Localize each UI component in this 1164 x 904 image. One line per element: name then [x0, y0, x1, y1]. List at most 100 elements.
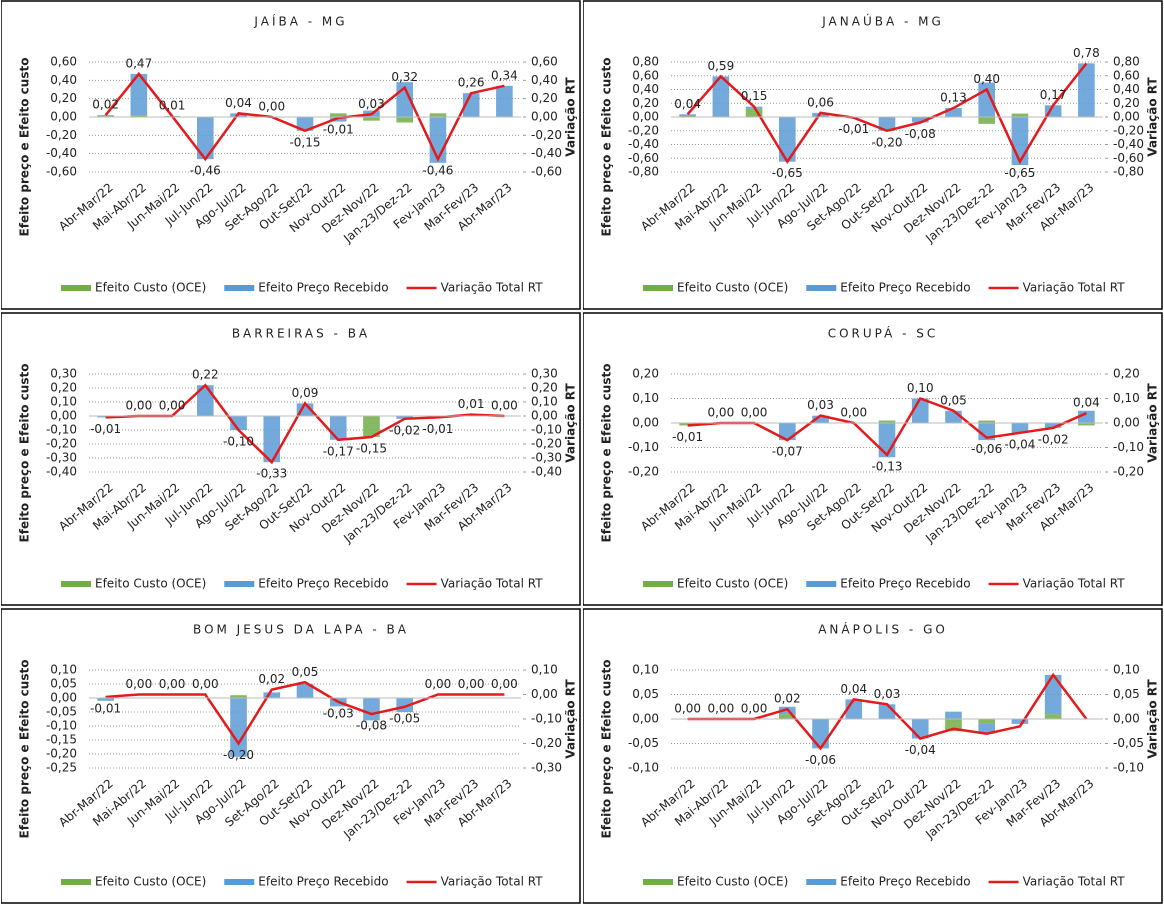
y-tick-label: -0,40	[628, 137, 659, 151]
y2-tick-label: -0,20	[531, 437, 562, 451]
y2-tick-label: 0,10	[531, 663, 558, 677]
chart-title: JANAÚBA - MG	[821, 14, 944, 29]
y2-tick-label: 0,80	[1113, 55, 1140, 69]
bar	[263, 416, 281, 463]
bar	[779, 714, 796, 719]
y2-tick-label: 0,00	[531, 409, 558, 423]
data-label: 0,02	[258, 672, 285, 686]
y2-tick-label: 0,40	[1113, 82, 1140, 96]
bar	[712, 76, 730, 117]
data-label: -0,06	[805, 753, 836, 767]
bar	[878, 420, 896, 423]
data-label: 0,00	[425, 677, 452, 691]
y2-tick-label: -0,10	[1113, 440, 1144, 454]
bar	[329, 113, 347, 117]
y2-tick-label: -0,30	[531, 761, 562, 775]
data-label: -0,15	[356, 442, 387, 456]
legend-swatch	[61, 581, 91, 587]
y-tick-label: 0,00	[50, 691, 77, 705]
legend-swatch	[806, 285, 837, 291]
data-label: -0,13	[871, 459, 902, 473]
y2-tick-label: 0,00	[1113, 110, 1140, 124]
data-label: 0,26	[458, 76, 485, 90]
legend-swatch	[643, 285, 673, 291]
legend-label: Variação Total RT	[1023, 875, 1126, 889]
bar	[363, 416, 380, 437]
y2-tick-label: 0,10	[531, 395, 558, 409]
data-label: 0,04	[840, 682, 867, 696]
data-label: 0,06	[807, 95, 834, 109]
chart-title: ANÁPOLIS - GO	[818, 622, 948, 637]
data-label: -0,05	[389, 711, 420, 725]
bar	[97, 698, 114, 701]
y-axis-label: Efeito preço e Efeito custo	[18, 58, 32, 237]
y2-tick-label: -0,20	[531, 736, 562, 750]
legend-label: Efeito Custo (OCE)	[677, 281, 788, 295]
legend-swatch	[224, 285, 255, 291]
bar	[130, 73, 148, 116]
bar	[1044, 423, 1062, 428]
y-tick-label: 0,10	[632, 663, 659, 677]
legend-label: Variação Total RT	[441, 577, 544, 591]
data-label: -0,01	[90, 701, 121, 715]
data-label: 0,05	[940, 393, 967, 407]
bar	[679, 114, 696, 115]
data-label: -0,08	[905, 127, 936, 141]
line	[105, 680, 505, 746]
panel-border	[583, 608, 1163, 904]
bar	[745, 108, 763, 117]
data-label: 0,02	[92, 98, 119, 112]
data-label: 0,00	[159, 399, 186, 413]
data-label: 0,00	[192, 677, 219, 691]
legend-label: Efeito Preço Recebido	[840, 577, 970, 591]
data-label: 0,17	[1040, 88, 1067, 102]
y-tick-label: 0,20	[50, 381, 77, 395]
y-tick-label: 0,20	[632, 96, 659, 110]
legend-label: Efeito Custo (OCE)	[95, 875, 206, 889]
y2-tick-label: -0,20	[1113, 465, 1144, 479]
data-label: -0,01	[672, 430, 703, 444]
chart-panel: JAÍBA - MG Efeito preço e Efeito custo Var…	[1, 0, 581, 310]
y-tick-label: -0,20	[46, 747, 77, 761]
bar	[230, 416, 247, 430]
legend-label: Efeito Custo (OCE)	[677, 577, 788, 591]
data-label: 0,00	[258, 100, 285, 114]
legend-label: Efeito Custo (OCE)	[95, 577, 206, 591]
data-label: 0,09	[292, 386, 319, 400]
y-tick-label: -0,10	[628, 440, 659, 454]
y-tick-label: 0,30	[50, 367, 77, 381]
y2-tick-label: -0,60	[1113, 151, 1144, 165]
data-label: 0,00	[491, 399, 518, 413]
y-axis-label: Efeito preço e Efeito custo	[600, 364, 614, 543]
data-label: 0,47	[125, 56, 152, 70]
data-label: -0,17	[323, 444, 354, 458]
data-label: -0,33	[256, 467, 287, 481]
y2-tick-label: 0,10	[1113, 391, 1140, 405]
bar	[812, 719, 829, 749]
y2-tick-label: -0,10	[531, 423, 562, 437]
data-label: -0,03	[323, 706, 354, 720]
data-label: 0,00	[159, 677, 186, 691]
bar	[878, 117, 896, 131]
bar	[230, 698, 247, 757]
y-tick-label: -0,20	[628, 123, 659, 137]
bar	[978, 719, 995, 724]
panel-border	[583, 0, 1163, 310]
y-tick-label: -0,05	[628, 736, 659, 750]
chart-panel: BOM JESUS DA LAPA - BA Efeito preço e Efe…	[1, 608, 581, 904]
y2-axis-label: Variação RT	[564, 679, 578, 759]
y-tick-label: 0,80	[632, 55, 659, 69]
y-tick-label: -0,20	[46, 437, 77, 451]
data-label: 0,00	[491, 677, 518, 691]
legend-swatch	[61, 285, 91, 291]
data-label: 0,32	[391, 70, 418, 84]
y-axis-label: Efeito preço e Efeito custo	[600, 660, 614, 839]
y2-tick-label: 0,20	[1113, 96, 1140, 110]
data-label: -0,04	[905, 743, 936, 757]
y2-tick-label: -0,40	[531, 465, 562, 479]
panel-border	[1, 0, 581, 310]
data-label: 0,03	[807, 398, 834, 412]
y-tick-label: -0,60	[628, 151, 659, 165]
y-tick-label: -0,25	[46, 761, 77, 775]
y2-tick-label: -0,30	[531, 451, 562, 465]
